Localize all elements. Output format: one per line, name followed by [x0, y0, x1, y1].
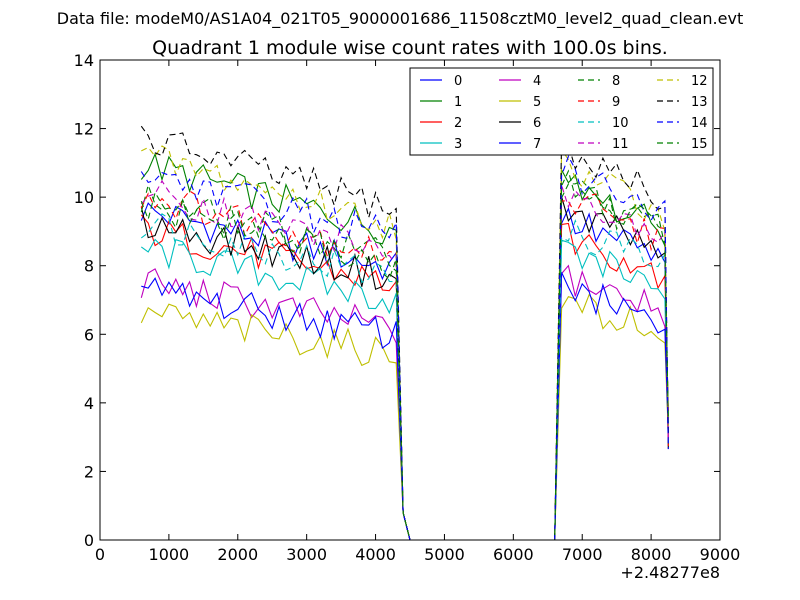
x-tick-label: 9000 — [700, 545, 741, 564]
x-tick-label: 6000 — [493, 545, 534, 564]
series-line-9 — [140, 190, 669, 541]
series-line-6 — [140, 196, 669, 541]
plot-lines — [140, 125, 669, 541]
legend-label-2: 2 — [454, 116, 462, 131]
chart-suptitle: Data file: modeM0/AS1A04_021T05_90000016… — [57, 9, 743, 29]
legend-box — [409, 67, 714, 156]
legend-label-0: 0 — [454, 74, 462, 89]
x-tick-label: 2000 — [217, 545, 258, 564]
legend-label-4: 4 — [533, 74, 541, 89]
x-tick-label: 1000 — [149, 545, 190, 564]
x-tick-label: 8000 — [631, 545, 672, 564]
series-line-0 — [140, 202, 669, 541]
y-tick-label: 0 — [84, 531, 94, 550]
series-line-3 — [140, 238, 669, 541]
y-tick-label: 4 — [84, 394, 94, 413]
series-line-13 — [140, 125, 669, 541]
axes-frame — [99, 59, 721, 541]
legend-label-6: 6 — [533, 116, 541, 131]
x-tick-label: 0 — [95, 545, 105, 564]
series-line-12 — [141, 145, 669, 541]
series-line-1 — [140, 152, 669, 541]
legend-label-5: 5 — [533, 95, 541, 110]
y-tick-label: 12 — [74, 120, 94, 139]
legend-label-7: 7 — [533, 137, 541, 152]
y-tick-label: 14 — [74, 51, 94, 70]
series-line-15 — [140, 169, 669, 541]
y-tick-label: 8 — [84, 257, 94, 276]
x-tick-label: 4000 — [355, 545, 396, 564]
series-line-7 — [141, 272, 669, 541]
legend-label-8: 8 — [612, 74, 620, 89]
legend-label-14: 14 — [691, 116, 708, 131]
x-tick-label: 5000 — [424, 545, 465, 564]
legend-label-10: 10 — [612, 116, 629, 131]
y-tick-label: 10 — [74, 188, 94, 207]
series-line-14 — [140, 155, 669, 541]
chart-title: Quadrant 1 module wise count rates with … — [152, 37, 668, 59]
x-offset-label: +2.48277e8 — [620, 563, 720, 582]
legend-label-1: 1 — [454, 95, 462, 110]
legend-label-9: 9 — [612, 95, 620, 110]
legend-label-15: 15 — [691, 137, 708, 152]
series-line-2 — [140, 214, 669, 541]
y-tick-label: 2 — [84, 462, 94, 481]
series-line-4 — [140, 264, 669, 541]
series-line-8 — [140, 180, 669, 541]
legend-label-13: 13 — [691, 95, 708, 110]
x-axis: 0 1000 2000 3000 4000 5000 6000 7000 8000 9000 — [95, 60, 740, 564]
series-line-10 — [140, 213, 669, 541]
series-line-5 — [140, 293, 669, 541]
x-tick-label: 7000 — [562, 545, 603, 564]
legend-label-3: 3 — [454, 137, 462, 152]
legend-label-11: 11 — [612, 137, 629, 152]
legend-label-12: 12 — [691, 74, 708, 89]
y-tick-label: 6 — [84, 325, 94, 344]
x-tick-label: 3000 — [286, 545, 327, 564]
